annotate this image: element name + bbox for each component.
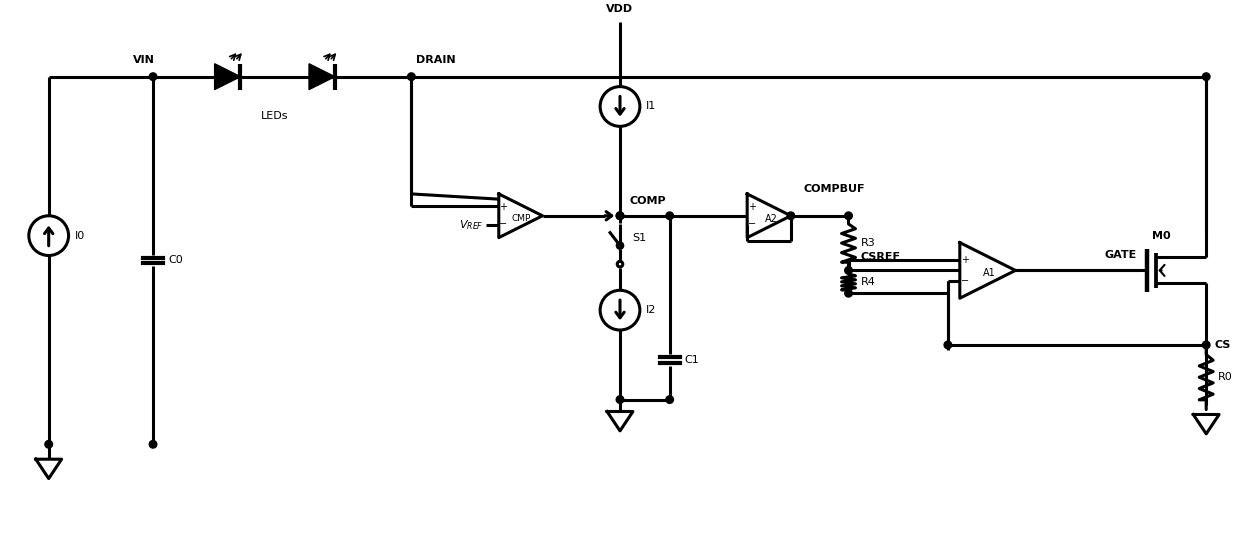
Circle shape (1203, 73, 1210, 80)
Text: +: + (748, 202, 756, 212)
Circle shape (844, 289, 852, 297)
Text: +: + (961, 255, 968, 265)
Text: A1: A1 (983, 268, 996, 278)
Text: A2: A2 (765, 214, 777, 224)
Text: −: − (500, 219, 507, 229)
Text: I2: I2 (646, 305, 656, 315)
Text: −: − (748, 219, 756, 229)
Text: C1: C1 (684, 355, 699, 365)
Circle shape (616, 212, 624, 219)
Text: C0: C0 (167, 256, 182, 266)
Circle shape (149, 441, 156, 448)
Text: CS: CS (1214, 340, 1230, 350)
Circle shape (45, 441, 52, 448)
Polygon shape (309, 64, 335, 90)
Circle shape (666, 212, 673, 219)
Text: S1: S1 (632, 233, 646, 243)
Text: CSREF: CSREF (861, 252, 900, 262)
Text: COMP: COMP (630, 196, 667, 206)
Text: I0: I0 (74, 230, 84, 241)
Text: VDD: VDD (606, 4, 634, 14)
Circle shape (616, 212, 624, 219)
Circle shape (149, 73, 156, 80)
Text: GATE: GATE (1105, 250, 1137, 261)
Text: LEDs: LEDs (260, 112, 289, 122)
Text: DRAIN: DRAIN (417, 55, 456, 65)
Text: R4: R4 (861, 277, 875, 287)
Circle shape (844, 267, 852, 274)
Circle shape (1203, 341, 1210, 349)
Text: CMP: CMP (512, 214, 531, 223)
Circle shape (616, 396, 624, 403)
Circle shape (844, 212, 852, 219)
Text: R0: R0 (1218, 372, 1233, 382)
Circle shape (944, 341, 951, 349)
Text: I1: I1 (646, 101, 656, 112)
Polygon shape (215, 64, 241, 90)
Text: −: − (961, 276, 968, 286)
Text: COMPBUF: COMPBUF (804, 184, 866, 194)
Text: VIN: VIN (133, 55, 155, 65)
Circle shape (408, 73, 415, 80)
Text: M0: M0 (1152, 230, 1171, 240)
Circle shape (666, 396, 673, 403)
Text: R3: R3 (861, 238, 875, 248)
Text: $V_{REF}$: $V_{REF}$ (459, 218, 484, 232)
Text: +: + (500, 202, 507, 212)
Circle shape (787, 212, 795, 219)
